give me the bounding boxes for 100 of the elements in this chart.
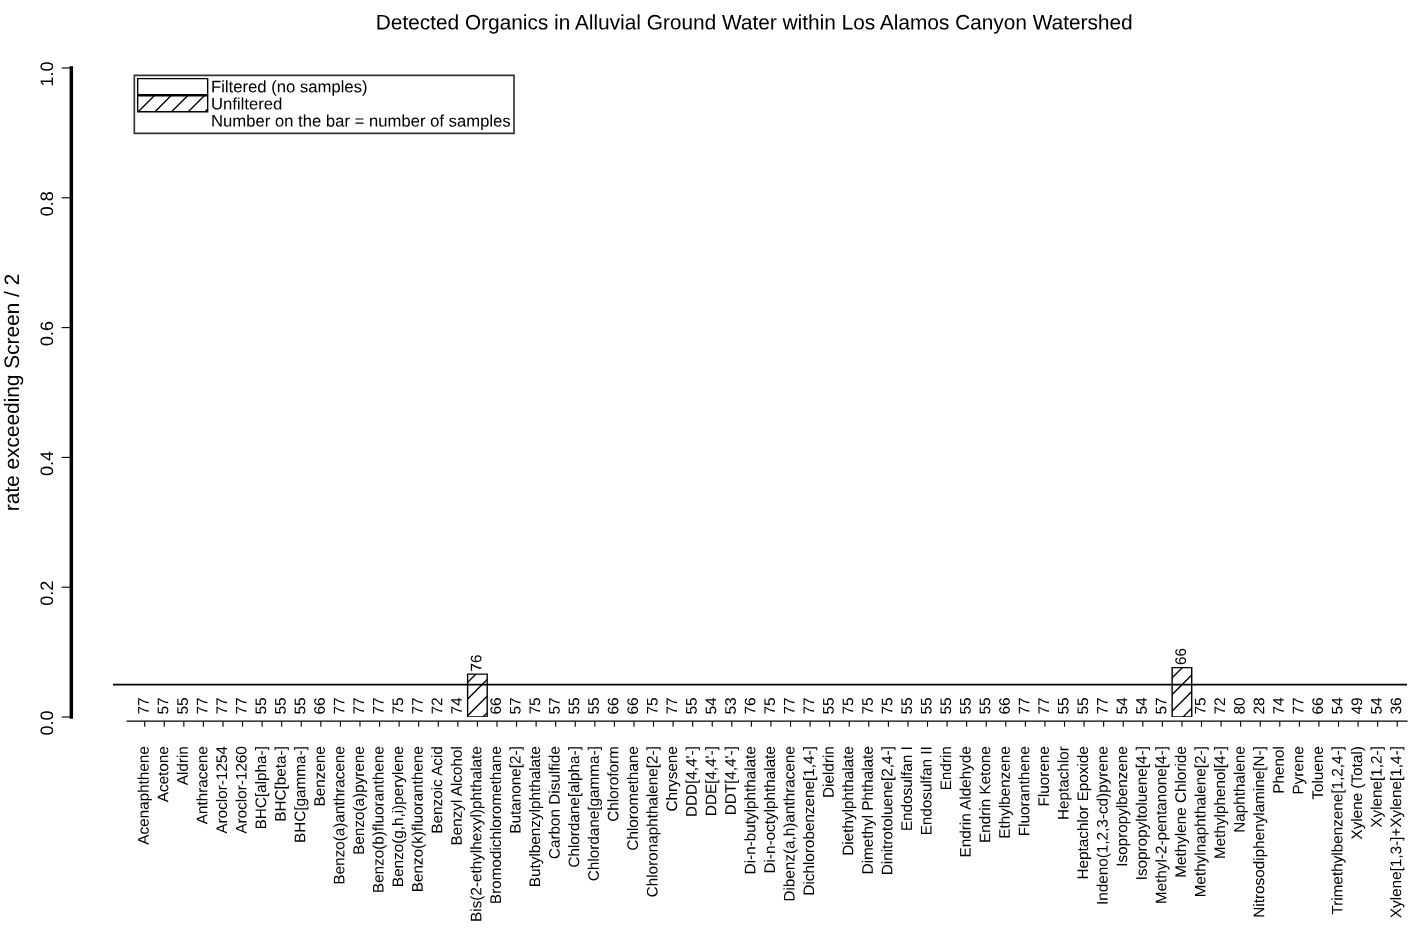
x-tick-label: Isopropylbenzene [1116, 746, 1131, 866]
x-tick-label: Dimethyl Phthalate [861, 746, 876, 874]
annotation: 55 [568, 698, 580, 714]
annotation: 77 [138, 698, 149, 714]
annotation: 55 [920, 698, 932, 714]
annotation: 77 [353, 698, 364, 714]
x-tick-label: Naphthalene [1233, 746, 1248, 832]
x-tick-label: Benzene [314, 746, 325, 806]
annotation: 77 [803, 698, 815, 714]
annotation: 57 [549, 698, 560, 714]
x-tick-label: Chloronaphthalene[2-] [646, 747, 661, 897]
y-tick-label: 0.8 [40, 192, 54, 216]
x-tick-label: Dichlorobenzene[1,4-] [802, 747, 818, 895]
annotation: 66 [1175, 648, 1187, 665]
annotation: 49 [1351, 698, 1363, 715]
x-tick-label: Benzo(a)anthracene [333, 746, 348, 884]
annotation: 55 [294, 698, 306, 714]
x-tick-label: Aroclor-1254 [215, 746, 228, 834]
x-tick-label: Phenol [1272, 747, 1284, 793]
y-axis-title: rate exceeding Screen / 2 [3, 274, 24, 510]
annotation: 66 [607, 698, 619, 714]
annotation: 75 [529, 698, 541, 714]
x-tick-label: Acenaphthene [137, 746, 152, 845]
annotation: 55 [588, 698, 599, 714]
y-tick-label: 1.0 [40, 62, 54, 86]
x-tick-label: BHC[beta-] [274, 747, 289, 821]
x-tick-label: Methylphenol[4-] [1213, 747, 1229, 858]
annotation: 75 [392, 698, 404, 714]
x-tick-label: Trimethylbenzene[1,2,4-] [1331, 747, 1346, 915]
x-tick-label: Benzo(g,h,i)perylene [392, 746, 407, 886]
x-tick-label: Fluorene [1037, 746, 1050, 806]
annotation: 77 [666, 698, 678, 714]
annotation: 75 [862, 698, 873, 714]
annotation: 77 [196, 698, 208, 714]
annotation: 74 [1273, 697, 1284, 714]
x-tick-label: Bromodichloromethane [489, 746, 502, 903]
x-tick-label: Butanone[2-] [509, 747, 524, 833]
x-tick-label: Benzo(a)pyrene [352, 746, 368, 854]
x-tick-label: Methyl-2-pentanone[4-] [1155, 747, 1170, 903]
x-tick-label: Toluene [1311, 746, 1324, 800]
annotation: 53 [725, 698, 736, 714]
annotation: 72 [431, 698, 443, 714]
annotation: 55 [901, 698, 913, 714]
x-tick-label: Diethylphthalate [842, 746, 857, 855]
x-tick-label: Endrin [939, 747, 952, 790]
annotation: 36 [1390, 698, 1402, 714]
annotation: 66 [490, 698, 502, 714]
annotation: 55 [1077, 698, 1089, 714]
x-tick-label: Endrin Aldehyde [959, 746, 974, 857]
x-tick-label: Aldrin [176, 747, 188, 786]
x-tick-label: Di-n-octylphthalate [763, 746, 779, 873]
x-tick-label: Chlordane[alpha-] [568, 747, 583, 867]
annotation: 54 [1136, 697, 1147, 714]
x-tick-label: Methylene Chloride [1174, 746, 1190, 877]
annotation: 74 [451, 697, 462, 714]
x-tick-label: Benzyl Alcohol [450, 747, 465, 845]
annotation: 55 [177, 698, 188, 714]
annotation: 66 [1312, 698, 1324, 714]
x-tick-label: Anthracene [196, 746, 208, 825]
annotation: 77 [783, 698, 795, 714]
x-tick-label: Fluoranthene [1018, 746, 1030, 835]
annotation: 72 [1214, 698, 1226, 714]
x-tick-label: Isopropyltoluene[4-] [1135, 747, 1150, 879]
annotation: 77 [1292, 698, 1304, 714]
annotation: 77 [216, 698, 227, 714]
x-tick-label: Endosulfan II [920, 747, 932, 835]
annotation: 54 [705, 697, 717, 714]
annotation: Number on the bar = number of samples [212, 114, 511, 131]
x-tick-label: Aroclor-1260 [235, 746, 247, 834]
annotation: 54 [1116, 697, 1128, 714]
annotation: 57 [1155, 698, 1167, 714]
x-tick-label: Endrin Ketone [979, 746, 991, 842]
annotation: 28 [1253, 698, 1265, 714]
annotation: 55 [979, 698, 991, 714]
annotation: 77 [412, 698, 423, 714]
x-tick-label: Dinitrotoluene[2,4-] [881, 747, 896, 874]
legend-label: Unfiltered [212, 97, 282, 110]
x-tick-label: Chlordane[gamma-] [587, 747, 602, 881]
x-tick-label: DDD[4,4'-] [685, 747, 700, 816]
annotation: 77 [236, 698, 247, 714]
annotation: 75 [646, 698, 658, 714]
x-tick-label: Butylbenzylphthalate [528, 746, 544, 886]
legend-label: Filtered (no samples) [212, 80, 367, 96]
annotation: 55 [940, 698, 952, 714]
x-tick-label: Di-n-butylphthalate [744, 746, 759, 874]
x-tick-label: Benzo(b)fluoranthene [372, 746, 387, 892]
x-tick-label: Dieldrin [822, 747, 834, 797]
x-tick-label: Chloroform [607, 747, 619, 821]
annotation: 77 [333, 698, 345, 714]
x-tick-label: DDE[4,4'-] [705, 747, 720, 815]
x-tick-label: Carbon Disulfide [548, 746, 560, 859]
x-tick-label: Nitrosodiphenylamine[N-] [1253, 747, 1268, 917]
x-tick-label: Acetone [157, 746, 169, 803]
annotation: 66 [314, 698, 325, 714]
annotation: 77 [1097, 698, 1108, 714]
annotation: 55 [960, 698, 971, 714]
x-tick-label: BHC[alpha-] [255, 747, 270, 829]
annotation: 75 [842, 698, 854, 714]
annotation: 80 [1233, 698, 1245, 714]
x-tick-label: Methylnaphthalene[2-] [1194, 747, 1209, 897]
